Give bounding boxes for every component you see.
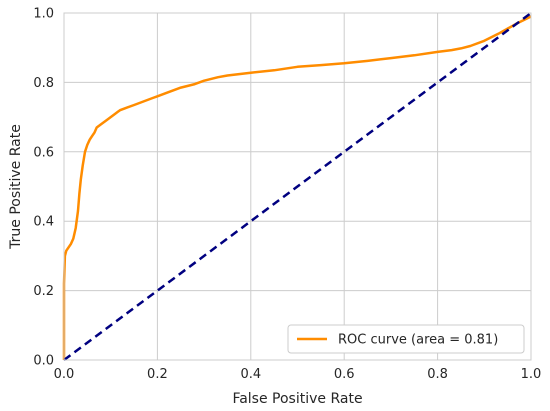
legend-box — [287, 324, 525, 354]
y-tick-label: 0.0 — [33, 354, 54, 369]
roc-curve-line — [62, 15, 532, 360]
x-tick-label: 0.0 — [54, 367, 75, 382]
x-tick-label: 0.8 — [427, 367, 448, 382]
y-tick-label: 0.6 — [33, 145, 54, 160]
x-tick-label: 0.2 — [147, 367, 168, 382]
x-axis-label: False Positive Rate — [232, 391, 362, 407]
x-tick-label: 0.6 — [334, 367, 355, 382]
tick-labels: 0.0 0.2 0.4 0.6 0.8 1.0 0.0 0.2 0.4 0.6 0.8 1.0 — [33, 7, 541, 383]
legend-label: ROC curve (area = 0.81) — [338, 333, 498, 348]
plot-frame — [63, 12, 532, 361]
series-group — [62, 11, 532, 362]
legend: ROC curve (area = 0.81) — [287, 324, 525, 354]
y-tick-label: 0.8 — [33, 76, 54, 91]
y-tick-label: 0.4 — [33, 215, 54, 230]
x-tick-label: 0.4 — [240, 367, 261, 382]
y-tick-label: 0.2 — [33, 284, 54, 299]
y-tick-label: 1.0 — [33, 7, 54, 22]
chance-diagonal-line — [63, 11, 532, 362]
x-tick-label: 1.0 — [521, 367, 542, 382]
y-axis-label: True Positive Rate — [8, 124, 24, 250]
